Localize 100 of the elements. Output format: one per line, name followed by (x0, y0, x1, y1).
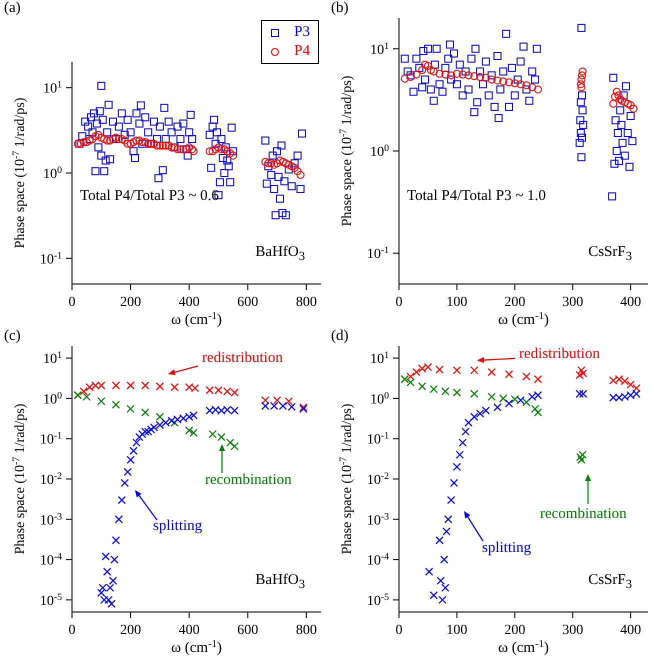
y-tick-label: 10$^{-5}$ (366, 591, 390, 609)
point (436, 70, 444, 78)
point (118, 496, 126, 504)
point (626, 101, 635, 110)
x-axis-title: ω (cm$^{-1}$) (171, 638, 222, 656)
chart-title: (b) (331, 0, 348, 16)
y-tick-label: 10$^{-3}$ (366, 510, 390, 528)
x-axis-title: ω (cm$^{-1}$) (171, 310, 222, 328)
point (579, 369, 588, 378)
point (470, 412, 478, 421)
point (609, 100, 618, 108)
y-tick-label: 10$^{-1}$ (366, 430, 390, 448)
point (505, 78, 514, 86)
point (577, 83, 586, 92)
point (426, 66, 435, 74)
point (578, 450, 587, 459)
point (516, 80, 525, 88)
x-tick-label: 200 (120, 623, 142, 638)
point (630, 104, 638, 113)
point (112, 536, 120, 544)
x-tick-label: 400 (178, 623, 200, 638)
point (156, 412, 164, 421)
point (126, 456, 135, 464)
y-tick-label: 10$^{0}$ (370, 142, 390, 160)
x-tick-label: 0 (396, 295, 402, 310)
y-tick-label: 10$^{-1}$ (40, 250, 62, 268)
point (126, 404, 135, 413)
y-tick-label: 10$^{0}$ (43, 390, 62, 408)
annotation: splitting (153, 518, 202, 534)
annotation: recombination (540, 506, 627, 522)
point (470, 366, 478, 374)
y-tick-label: 10$^{0}$ (43, 164, 62, 182)
point (488, 368, 496, 376)
point (436, 576, 445, 585)
legend-label: P4 (294, 42, 310, 61)
annotation: splitting (482, 540, 532, 556)
point (435, 365, 444, 374)
point (156, 382, 164, 390)
point (624, 100, 632, 108)
point (444, 515, 452, 524)
annotation: recombination (205, 472, 292, 488)
point (412, 368, 420, 376)
chart-title: (c) (4, 328, 21, 344)
legend-label: P3 (294, 23, 310, 42)
point (430, 591, 438, 600)
x-axis-title: ω (cm$^{-1}$) (498, 310, 549, 328)
x-tick-label: 800 (296, 623, 317, 638)
x-tick-label: 600 (237, 295, 258, 310)
point (189, 428, 198, 437)
y-tick-label: 10$^{1}$ (43, 79, 62, 97)
y-tick-label: 10$^{1}$ (43, 350, 62, 368)
x-tick-label: 300 (562, 623, 584, 638)
annotation: Total P4/Total P3 ~ 0.6 (80, 188, 219, 204)
point (458, 438, 467, 447)
point (476, 410, 484, 418)
point (441, 584, 450, 592)
point (452, 388, 462, 397)
y-tick-label: 10$^{-1}$ (40, 430, 62, 448)
point (534, 408, 542, 416)
point (441, 70, 450, 79)
point (124, 468, 132, 476)
point (406, 378, 415, 386)
x-tick-label: 200 (504, 295, 526, 310)
point (482, 406, 490, 415)
point (522, 372, 530, 381)
annotation: BaHfO$_{3}$ (255, 572, 305, 591)
point (488, 76, 496, 84)
annotation: redistribution (519, 346, 600, 362)
point (461, 428, 470, 436)
point (112, 400, 120, 409)
x-tick-label: 200 (504, 623, 526, 638)
x-tick-label: 800 (296, 295, 317, 310)
point (626, 380, 635, 389)
point (458, 70, 467, 79)
point (612, 88, 621, 96)
point (435, 536, 444, 544)
point (110, 555, 119, 564)
point (208, 430, 217, 438)
y-tick-label: 10$^{-2}$ (366, 470, 390, 488)
y-tick-label: 10$^{-4}$ (366, 551, 390, 569)
y-tick-label: 10$^{-1}$ (366, 244, 390, 262)
point (464, 418, 473, 427)
point (261, 396, 270, 404)
point (510, 79, 519, 88)
point (578, 71, 586, 80)
point (440, 555, 448, 564)
point (185, 426, 194, 435)
point (452, 462, 462, 471)
y-tick-label: 10$^{-3}$ (40, 510, 62, 528)
point (528, 83, 536, 92)
y-tick-label: 10$^{0}$ (370, 390, 390, 408)
point (425, 568, 434, 576)
x-tick-label: 400 (620, 295, 642, 310)
point (438, 596, 447, 604)
x-tick-label: 400 (178, 295, 200, 310)
point (135, 432, 144, 442)
point (577, 366, 586, 374)
point (103, 568, 112, 576)
point (141, 408, 150, 416)
point (129, 446, 138, 455)
